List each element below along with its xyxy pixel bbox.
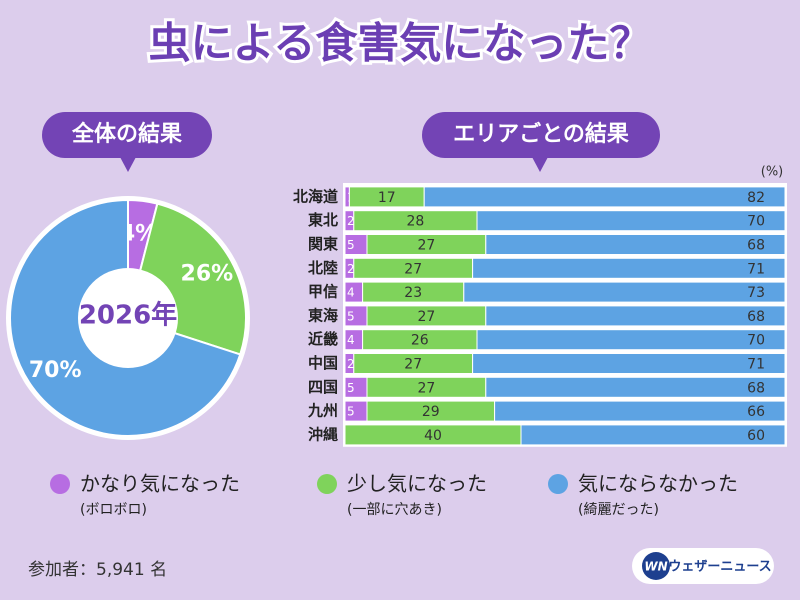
legend-note: (ボロボロ) [80,502,147,518]
bar-chart: 北海道11782東北22870関東52768北陸22771甲信42373東海52… [293,183,787,447]
pie-center-label: 2026年 [79,300,177,331]
bar-value-label: 71 [747,357,765,373]
category-label: 九州 [307,402,338,420]
pie-title: 全体の結果 [71,121,182,147]
title: 虫による食害気になった？ [149,19,652,68]
bar-value-label: 73 [747,285,765,301]
legend-label: かなり気になった [80,472,240,496]
bar-value-label: 4 [347,333,355,347]
category-label: 中国 [308,354,338,372]
legend-label: 少し気になった [347,472,487,496]
bar-value-label: 27 [417,380,435,396]
bar-value-label: 70 [747,214,765,230]
pie-hole [78,268,178,368]
category-label: 東北 [308,211,338,229]
bar-segment [485,234,786,255]
bar-value-label: 27 [417,238,435,254]
category-label: 近畿 [308,330,338,348]
category-label: 四国 [308,378,338,396]
category-label: 北海道 [293,187,338,205]
logo-mark: WN [644,560,667,574]
bar-value-label: 68 [747,309,765,325]
bar-segment [485,376,786,398]
category-label: 関東 [308,235,338,253]
bar-segment [423,186,786,208]
bar-value-label: 2 [347,262,355,276]
bar-value-label: 17 [378,190,396,206]
bar-segment [520,424,786,446]
bar-value-label: 2 [347,214,355,228]
category-label: 甲信 [308,283,338,301]
bar-segment [472,353,786,374]
bar-segment [485,305,786,327]
bar-segment [494,400,786,422]
bar-value-label: 5 [347,309,355,323]
bar-value-label: 5 [347,405,355,419]
category-label: 北陸 [308,259,338,277]
category-label: 沖縄 [308,425,338,443]
legend: かなり気になった (ボロボロ) 少し気になった (一部に穴あき) 気にならなかった (綺麗… [50,472,738,518]
bar-value-label: 27 [404,261,422,277]
bar-bubble: エリアごとの結果 [422,112,660,172]
bar-value-label: 29 [422,404,440,420]
bar-segment [476,210,786,232]
bar-value-label: 82 [747,190,765,206]
bar-value-label: 2 [347,357,355,371]
pie-value-label: 26% [181,262,234,287]
bar-value-label: 27 [417,309,435,325]
legend-swatch [50,474,70,494]
legend-label: 気にならなかった [578,472,738,496]
bar-segment [476,329,786,351]
bar-title: エリアごとの結果 [453,121,629,147]
legend-note: (綺麗だった) [578,502,659,518]
bar-value-label: 23 [404,285,422,301]
category-label: 東海 [308,306,338,324]
bar-value-label: 68 [747,238,765,254]
bar-value-label: 71 [747,261,765,277]
pie-bubble: 全体の結果 [42,112,212,172]
unit-label: (%) [761,165,784,180]
bar-value-label: 70 [747,333,765,349]
bar-value-label: 5 [347,381,355,395]
bar-value-label: 4 [347,286,355,300]
bar-value-label: 28 [406,214,424,230]
bar-value-label: 5 [347,238,355,252]
legend-swatch [548,474,568,494]
logo: WN ウェザーニュース [632,548,774,584]
bar-value-label: 26 [411,333,429,349]
bar-segment [463,281,786,303]
legend-swatch [317,474,337,494]
participants: 参加者：5,941 名 [28,560,167,580]
logo-text: ウェザーニュース [668,560,771,575]
legend-note: (一部に穴あき) [347,502,442,518]
bar-value-label: 60 [747,428,765,444]
bar-segment [472,257,786,279]
bar-value-label: 40 [424,428,442,444]
pie-value-label: 70% [29,358,82,383]
bar-value-label: 27 [404,357,422,373]
bar-value-label: 66 [747,404,765,420]
bar-value-label: 68 [747,380,765,396]
